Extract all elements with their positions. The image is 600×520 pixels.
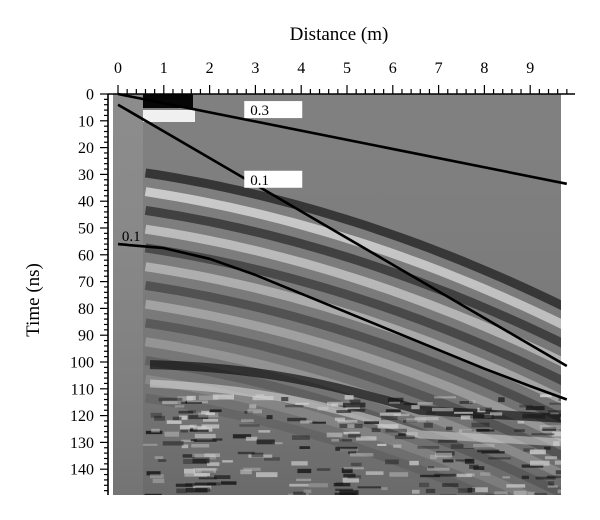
y-tick-label: 40 (78, 194, 94, 211)
radargram-noise (485, 494, 506, 495)
x-tick-label: 2 (206, 60, 214, 77)
radargram-image (113, 94, 561, 495)
y-tick-label: 0 (86, 87, 94, 104)
annotation-label: 0.1 (122, 229, 141, 245)
series-line (117, 92, 568, 186)
y-tick-label: 70 (78, 274, 94, 291)
annotations: 0.3 0.1 0.1 (122, 101, 303, 245)
y-tick-label: 100 (70, 355, 94, 372)
y-tick-label: 130 (70, 435, 94, 452)
y-tick-label: 50 (78, 221, 94, 238)
axes: 0 1 2 3 4 5 6 7 8 9010203040506070809010011012013… (70, 60, 575, 495)
x-tick-label: 5 (343, 60, 351, 77)
y-tick-label: 20 (78, 140, 94, 157)
y-tick-label: 120 (70, 408, 94, 425)
y-tick-label: 10 (78, 113, 94, 130)
annotation-label: 0.3 (250, 103, 269, 119)
y-tick-label: 80 (78, 301, 94, 318)
x-tick-label: 6 (389, 60, 397, 77)
y-tick-label: 60 (78, 247, 94, 264)
x-tick-label: 3 (251, 60, 259, 77)
x-axis-title: Distance (m) (290, 24, 389, 45)
y-tick-label: 30 (78, 167, 94, 184)
y-tick-label: 140 (70, 462, 94, 479)
radargram-noise (560, 416, 561, 420)
series-line (117, 242, 568, 401)
annotation-label: 0.1 (250, 173, 269, 189)
y-tick-label: 90 (78, 328, 94, 345)
series-lines (117, 92, 568, 401)
y-axis-title: Time (ns) (23, 263, 44, 337)
x-tick-label: 8 (480, 60, 488, 77)
x-tick-label: 9 (526, 60, 534, 77)
y-tick-label: 110 (71, 381, 94, 398)
x-tick-label: 1 (160, 60, 168, 77)
x-tick-label: 4 (297, 60, 305, 77)
x-tick-label: 7 (435, 60, 443, 77)
annotation-label-box (244, 170, 303, 188)
annotation-label-box (244, 101, 303, 119)
radargram-shade (113, 94, 561, 495)
x-tick-label: 0 (114, 60, 122, 77)
series-line (117, 103, 568, 368)
